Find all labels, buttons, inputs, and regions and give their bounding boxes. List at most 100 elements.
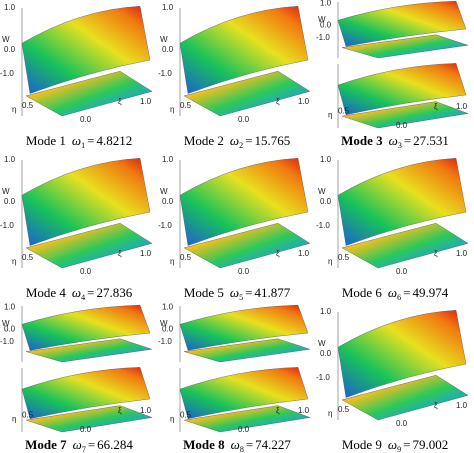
caption: Mode 1 ω1 = 4.8212: [26, 133, 132, 150]
caption: Mode 4 ω4 = 27.836: [26, 285, 133, 302]
subscript: 5: [239, 293, 243, 302]
axis-label: 1.0: [320, 0, 332, 7]
axis-label: 1.0: [456, 102, 468, 111]
axis-label: -1.0: [158, 69, 172, 78]
omega: ω: [389, 133, 398, 148]
axis-label: ξ: [434, 401, 438, 410]
mode-label: Mode 1: [26, 133, 66, 148]
axis-label: 0.5: [180, 410, 192, 419]
mode-surface: [179, 6, 309, 94]
axis-label: W: [2, 319, 10, 328]
axis-label: 1.0: [4, 3, 16, 12]
axis-label: 1.0: [456, 401, 468, 410]
omega: ω: [73, 437, 82, 452]
axis-label: -1.0: [158, 221, 172, 230]
subscript: 9: [397, 445, 401, 453]
axis-label: η: [170, 257, 174, 266]
frequency: 4.8212: [96, 133, 132, 148]
mode-surface: [179, 158, 309, 246]
axis-label: 0.0: [162, 45, 174, 54]
axis-label: W: [2, 187, 10, 196]
axis-label: 1.0: [140, 249, 152, 258]
mode-label: Mode 8: [183, 437, 225, 452]
equals: =: [87, 133, 94, 148]
subscript: 1: [81, 141, 85, 150]
contour-plane: [341, 222, 469, 269]
axis-label: 0.0: [162, 197, 174, 206]
axis-label: 0.0: [320, 197, 332, 206]
axis-label: 0.0: [396, 267, 408, 276]
mode-surface: [21, 158, 151, 246]
mode-label: Mode 6: [342, 285, 383, 300]
mode-surface: [21, 367, 151, 420]
axis-label: -1.0: [316, 33, 330, 42]
subscript: 7: [82, 445, 86, 453]
contour-plane: [25, 405, 153, 433]
axis-label: 0.0: [4, 197, 16, 206]
subscript: 2: [239, 141, 243, 150]
mode-surface: [179, 367, 309, 420]
axis-label: 0.5: [22, 253, 34, 262]
axis-label: ξ: [118, 249, 122, 258]
frequency: 49.974: [412, 285, 448, 300]
axis-label: -1.0: [0, 69, 14, 78]
axis-label: η: [12, 257, 16, 266]
axis-label: 0.0: [162, 324, 174, 333]
caption: Mode 2 ω2 = 15.765: [184, 133, 290, 150]
axis-label: η: [12, 415, 16, 424]
axis-label: W: [160, 319, 168, 328]
axis-label: ξ: [118, 97, 122, 106]
axis-label: 0.0: [396, 121, 408, 130]
axis-label: 1.0: [140, 97, 152, 106]
frequency: 41.877: [254, 285, 290, 300]
contour-plane: [341, 101, 469, 129]
axis-label: 0.0: [4, 324, 16, 333]
axis-label: 0.5: [338, 106, 350, 115]
caption: Mode 3 ω3 = 27.531: [341, 133, 449, 150]
axis-label: 0.0: [80, 425, 92, 434]
axis-label: 1.0: [4, 302, 16, 311]
caption: Mode 8 ω8 = 74.227: [183, 437, 291, 453]
axis-label: 1.0: [162, 3, 174, 12]
mode-label: Mode 9: [342, 437, 382, 452]
contour-plane: [25, 222, 153, 269]
axis-label: η: [328, 111, 332, 120]
caption: Mode 5 ω5 = 41.877: [184, 285, 291, 302]
axis-label: 0.0: [4, 45, 16, 54]
axis-label: W: [2, 35, 10, 44]
axis-label: -1.0: [158, 337, 172, 346]
axis-label: 1.0: [298, 249, 310, 258]
subscript: 8: [240, 445, 244, 453]
caption: Mode 9 ω9 = 79.002: [342, 437, 448, 453]
axis-label: W: [318, 187, 326, 196]
contour-plane: [183, 405, 311, 433]
mode-label: Mode 3: [341, 133, 383, 148]
axis-label: η: [328, 409, 332, 418]
axis-label: η: [328, 257, 332, 266]
axis-label: 0.0: [80, 115, 92, 124]
contour-plane: [341, 374, 469, 421]
omega: ω: [230, 133, 239, 148]
axis-label: -1.0: [0, 337, 14, 346]
axis-label: 1.0: [320, 307, 332, 316]
omega: ω: [230, 285, 239, 300]
omega: ω: [72, 133, 81, 148]
frequency: 79.002: [412, 437, 448, 452]
frequency: 15.765: [254, 133, 290, 148]
axis-label: 0.5: [22, 410, 34, 419]
contour-plane: [25, 338, 153, 363]
mode-label: Mode 7: [25, 437, 67, 452]
equals: =: [245, 133, 252, 148]
omega: ω: [231, 437, 240, 452]
axis-label: W: [160, 35, 168, 44]
axis-label: 1.0: [140, 406, 152, 415]
axis-label: 0.0: [320, 20, 332, 29]
axis-label: 0.0: [396, 419, 408, 428]
axis-label: W: [318, 15, 326, 24]
axis-label: 0.5: [338, 253, 350, 262]
omega: ω: [388, 437, 397, 452]
axis-label: 1.0: [298, 406, 310, 415]
equals: =: [88, 437, 95, 452]
contour-plane: [25, 70, 153, 117]
frequency: 27.531: [413, 133, 449, 148]
